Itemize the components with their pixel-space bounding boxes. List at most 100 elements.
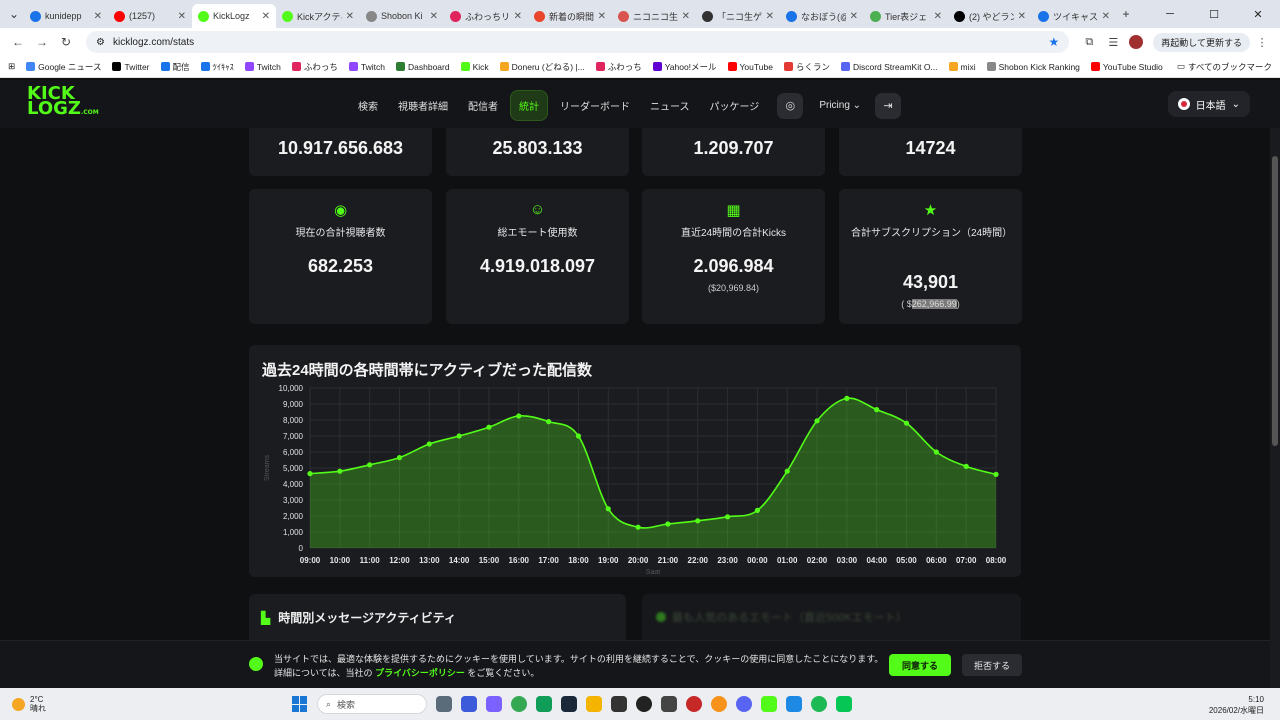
bookmark-item[interactable]: Twitch (348, 61, 385, 73)
close-tab-icon[interactable]: ✕ (93, 10, 102, 22)
pricing-dropdown[interactable]: Pricing ⌄ (819, 100, 862, 111)
browser-tab[interactable]: 新着の瞬間 ✕ (528, 4, 612, 28)
teams-icon[interactable] (461, 696, 477, 712)
start-icon[interactable] (292, 696, 308, 712)
language-selector[interactable]: 日本語 ⌄ (1167, 91, 1250, 117)
copilot-icon[interactable] (486, 696, 502, 712)
browser-tab[interactable]: (2) やどラン ✕ (948, 4, 1032, 28)
obs-icon[interactable] (686, 696, 702, 712)
browser-tab[interactable]: KickLogz ✕ (192, 4, 276, 28)
new-tab-button[interactable]: + (1122, 7, 1130, 21)
close-tab-icon[interactable]: ✕ (933, 10, 942, 22)
chrome-icon[interactable] (511, 696, 527, 712)
browser-tab[interactable]: Kickアクティ✕ (276, 4, 360, 28)
folder-icon[interactable] (586, 696, 602, 712)
browser-tab[interactable]: Tier表ジェ ✕ (864, 4, 948, 28)
profile-avatar[interactable] (1129, 35, 1144, 49)
kicklogz-logo[interactable]: KICK LOGZ.COM (27, 83, 99, 119)
bookmark-item[interactable]: mixi (948, 61, 976, 73)
nav-item[interactable]: 統計 (510, 90, 548, 121)
task-view-icon[interactable] (436, 696, 452, 712)
kick-icon[interactable] (761, 696, 777, 712)
close-tab-icon[interactable]: ✕ (345, 10, 354, 22)
close-tab-icon[interactable]: ✕ (177, 10, 186, 22)
bookmark-item[interactable]: YouTube (727, 61, 773, 73)
app-icon[interactable] (786, 696, 802, 712)
line-icon[interactable] (836, 696, 852, 712)
nav-item[interactable]: ニュース (650, 102, 690, 113)
reject-cookies-button[interactable]: 拒否する (962, 654, 1022, 676)
bookmark-item[interactable]: らくラン (783, 61, 830, 73)
close-tab-icon[interactable]: ✕ (597, 10, 606, 22)
reading-list-icon[interactable]: ☰ (1108, 36, 1119, 49)
nav-item[interactable]: 配信者 (468, 102, 498, 113)
browser-tab[interactable]: kunidepp ✕ (24, 4, 108, 28)
close-tab-icon[interactable]: ✕ (261, 10, 270, 22)
discord-icon[interactable] (736, 696, 752, 712)
app-icon[interactable] (536, 696, 552, 712)
reload-button[interactable]: ↻ (60, 35, 72, 49)
all-bookmarks-folder[interactable]: ▭ すべてのブックマーク (1176, 61, 1272, 72)
browser-tab[interactable]: なおぼう(@ ✕ (780, 4, 864, 28)
bookmark-item[interactable]: Kick (460, 61, 489, 73)
bookmark-item[interactable]: ふわっち (595, 61, 642, 73)
steam-icon[interactable] (561, 696, 577, 712)
bookmark-item[interactable]: 配信 (160, 61, 190, 73)
browser-tab[interactable]: 「ニコ生ゲ ✕ (696, 4, 780, 28)
url-input[interactable]: ⚙ kicklogz.com/stats ★ (86, 31, 1070, 53)
app-icon[interactable] (711, 696, 727, 712)
accept-cookies-button[interactable]: 同意する (889, 654, 951, 676)
maximize-button[interactable]: ☐ (1209, 8, 1219, 21)
app-icon[interactable] (661, 696, 677, 712)
browser-tab[interactable]: ニコニコ生放✕ (612, 4, 696, 28)
bookmark-item[interactable]: Yahoo!メール (652, 61, 717, 73)
bookmark-item[interactable]: Twitter (112, 61, 150, 73)
nav-item[interactable]: リーダーボード (560, 102, 630, 113)
browser-tab[interactable]: Shobon Ki ✕ (360, 4, 444, 28)
minimize-button[interactable]: ─ (1166, 8, 1174, 20)
close-tab-icon[interactable]: ✕ (513, 10, 522, 22)
bookmark-item[interactable]: Shobon Kick Ranking (986, 61, 1080, 73)
page-scrollbar[interactable] (1270, 128, 1280, 688)
bookmark-item[interactable]: Twitch (244, 61, 281, 73)
scrollbar-thumb[interactable] (1272, 156, 1278, 446)
apps-icon[interactable]: ⊞ (8, 61, 16, 71)
nav-item[interactable]: 検索 (358, 102, 378, 113)
browser-tab[interactable]: ツイキャス ✕ (1032, 4, 1116, 28)
app-icon[interactable] (611, 696, 627, 712)
nav-item[interactable]: パッケージ (709, 102, 760, 113)
bookmark-item[interactable]: YouTube Studio (1090, 61, 1163, 73)
bookmark-item[interactable]: Discord StreamKit O... (840, 61, 938, 73)
site-info-icon[interactable]: ⚙ (96, 36, 105, 48)
tab-search-button[interactable]: ⌄ (8, 7, 20, 21)
close-tab-icon[interactable]: ✕ (765, 10, 774, 22)
weather-widget[interactable]: 2°C 晴れ (12, 695, 46, 713)
github-icon[interactable] (636, 696, 652, 712)
forward-button[interactable]: → (36, 35, 48, 49)
menu-icon[interactable]: ⋮ (1256, 36, 1268, 49)
bookmark-item[interactable]: ふわっち (291, 61, 338, 73)
browser-tab[interactable]: ふわっちリア✕ (444, 4, 528, 28)
update-browser-button[interactable]: 再起動して更新する (1153, 32, 1250, 52)
bookmark-item[interactable]: Google ニュース (26, 61, 101, 73)
browser-tab[interactable]: (1257) ✕ (108, 4, 192, 28)
close-tab-icon[interactable]: ✕ (1017, 10, 1026, 22)
bookmark-item[interactable]: Doneru (どねる) |... (499, 61, 585, 73)
back-button[interactable]: ← (12, 35, 24, 49)
taskbar-search[interactable]: ⌕ 検索 (317, 694, 427, 714)
close-tab-icon[interactable]: ✕ (429, 10, 438, 22)
taskbar-clock[interactable]: 5:10 2026/02/水曜日 (1208, 695, 1264, 715)
login-icon[interactable]: ⇥ (875, 92, 902, 119)
close-window-button[interactable]: ✕ (1253, 8, 1263, 21)
close-tab-icon[interactable]: ✕ (681, 10, 690, 22)
privacy-policy-link[interactable]: プライバシーポリシー (375, 668, 465, 678)
bookmark-item[interactable]: Dashboard (396, 61, 450, 73)
spotify-icon[interactable] (811, 696, 827, 712)
bookmark-star-icon[interactable]: ★ (1048, 35, 1060, 49)
nav-item[interactable]: 視聴者詳細 (398, 102, 448, 113)
extensions-icon[interactable]: ⧉ (1085, 35, 1094, 48)
discord-icon[interactable]: ◎ (777, 92, 804, 119)
close-tab-icon[interactable]: ✕ (849, 10, 858, 22)
close-tab-icon[interactable]: ✕ (1101, 10, 1110, 22)
bookmark-item[interactable]: ﾂｲｷｬｽ (200, 61, 234, 73)
